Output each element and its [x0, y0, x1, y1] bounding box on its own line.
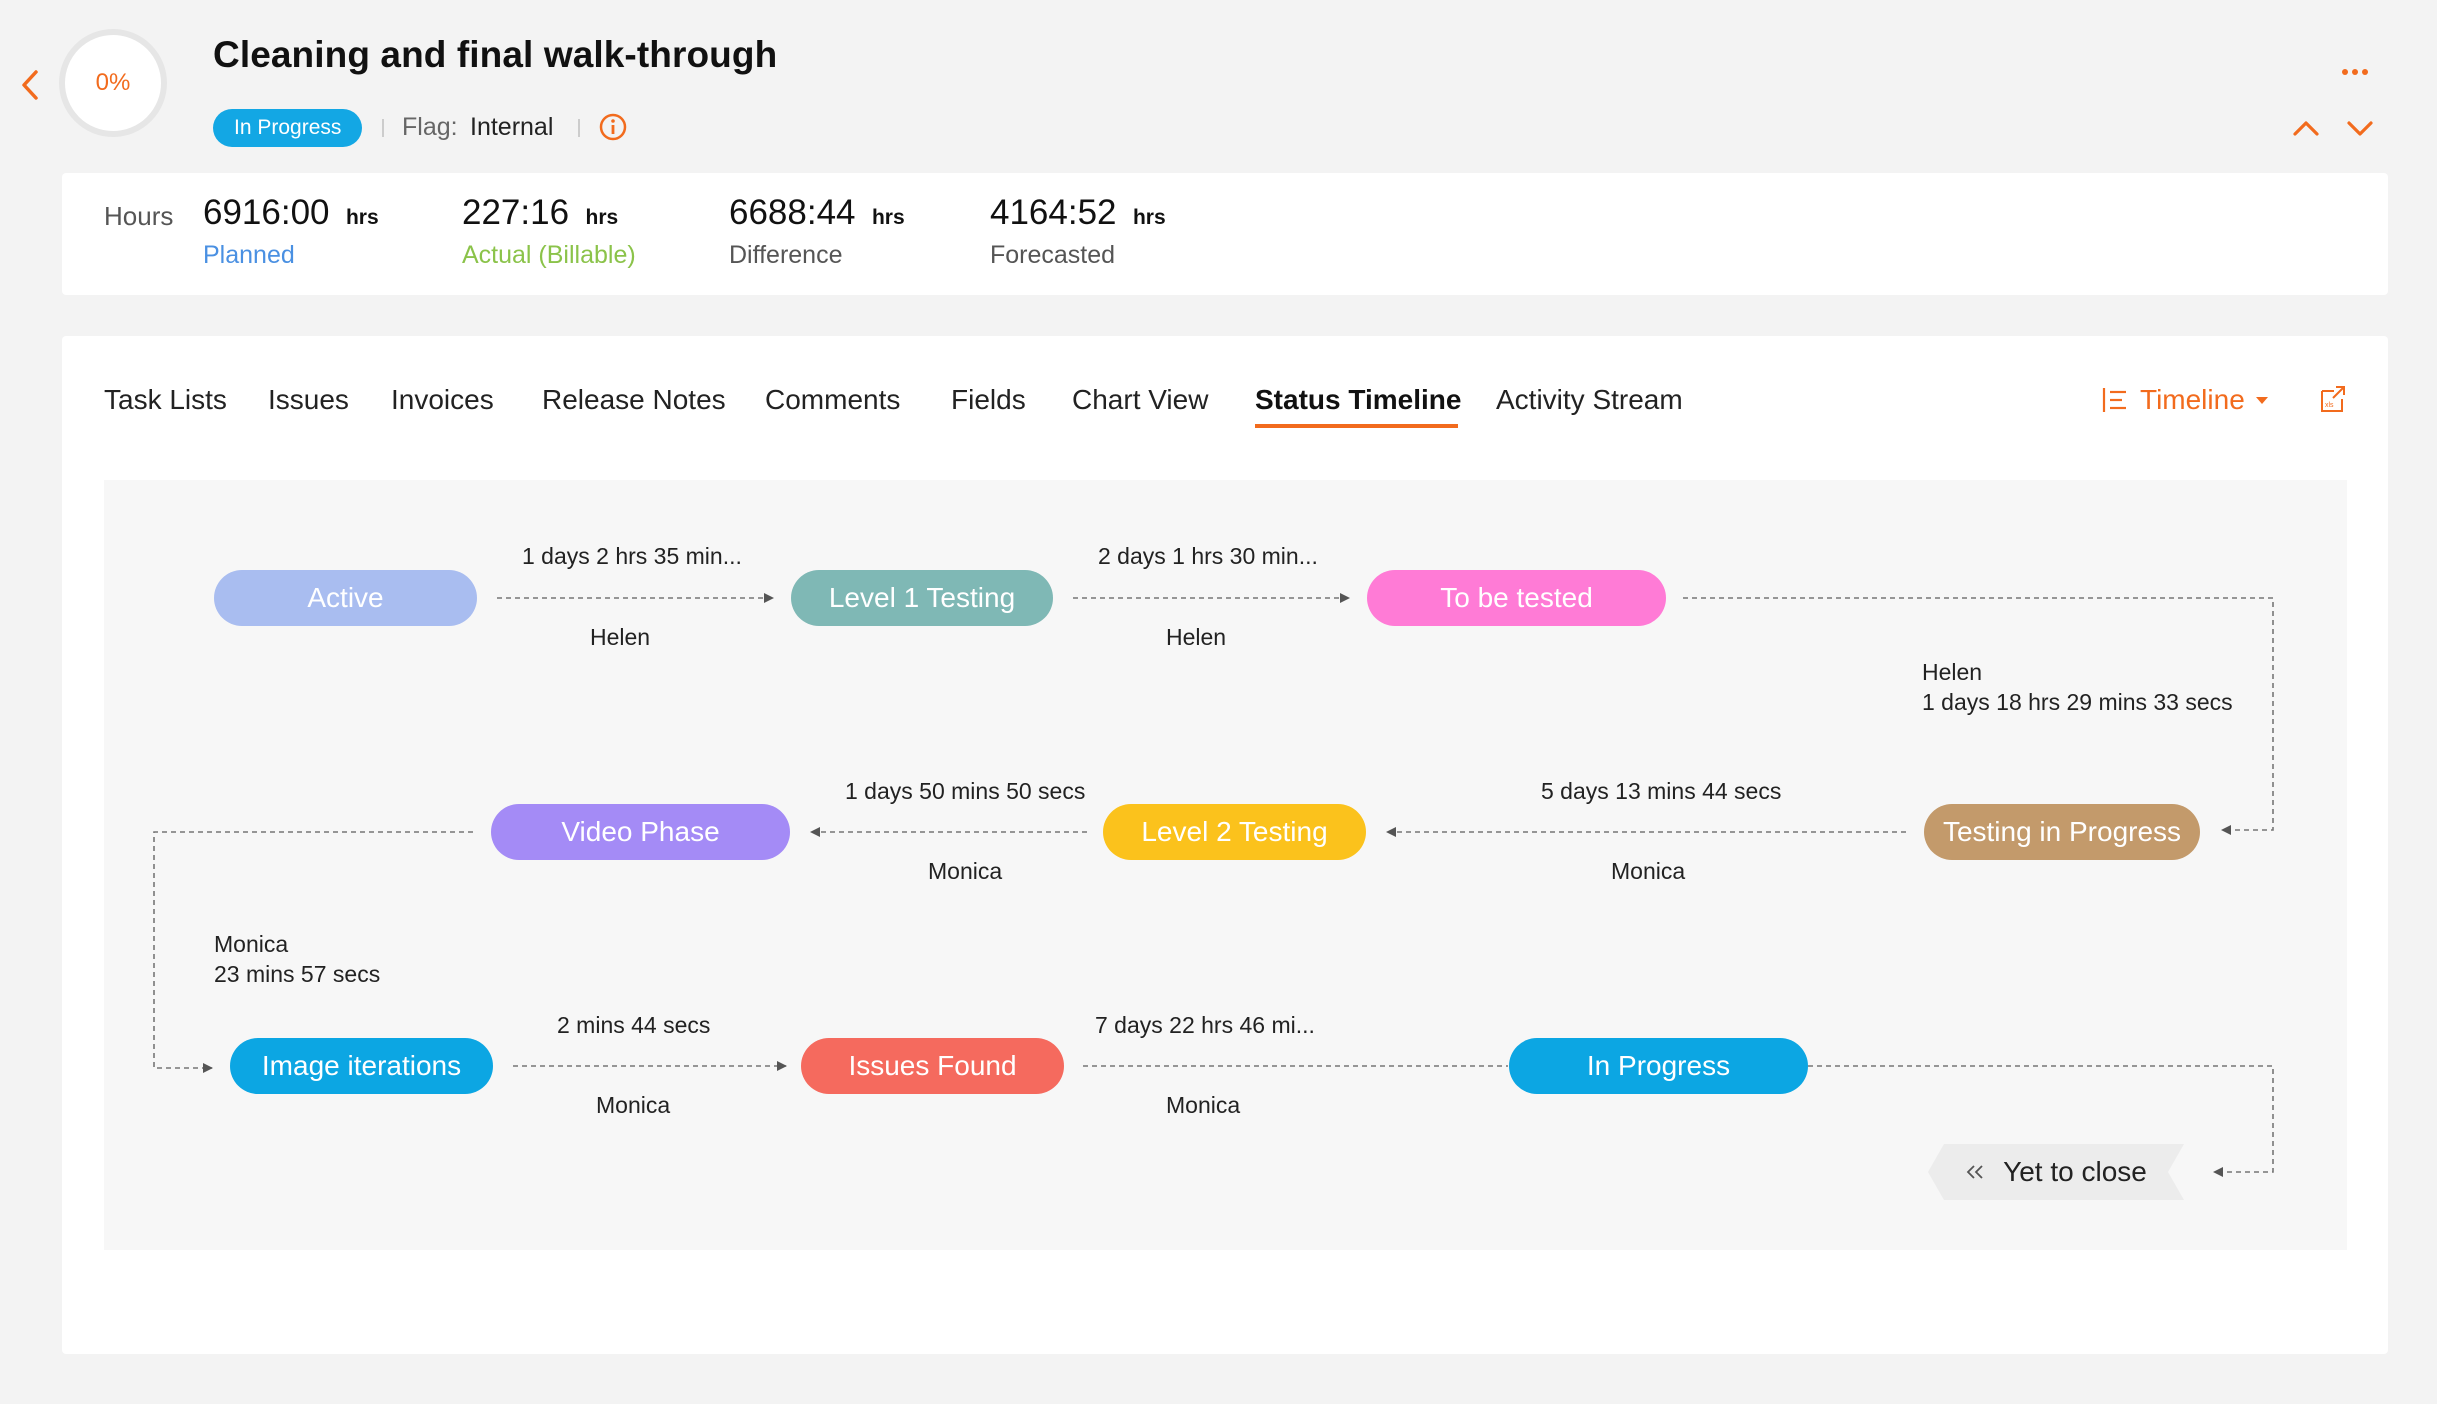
divider	[578, 119, 580, 137]
hours-unit: hrs	[1132, 206, 1166, 229]
transition-duration: 1 days 50 mins 50 secs	[845, 778, 1086, 804]
progress-ring: 0%	[59, 29, 167, 137]
transition-duration: 23 mins 57 secs	[214, 961, 381, 987]
hours-caption: Planned	[203, 241, 295, 269]
tab-fields[interactable]: Fields	[951, 384, 1026, 415]
tab-chart-view[interactable]: Chart View	[1072, 384, 1209, 415]
transition-user: Monica	[1166, 1092, 1241, 1118]
transition-user: Monica	[596, 1092, 671, 1118]
transition-duration: 7 days 22 hrs 46 mi...	[1095, 1012, 1315, 1038]
flag-label: Flag:	[402, 113, 458, 141]
status-node-in-progress[interactable]: In Progress	[1509, 1038, 1808, 1094]
timeline-list-icon	[2102, 388, 2126, 412]
hours-value: 4164:52	[990, 193, 1117, 232]
tab-activity-stream[interactable]: Activity Stream	[1496, 384, 1683, 415]
info-icon[interactable]	[598, 112, 628, 142]
transition-user: Monica	[214, 931, 289, 957]
yet-to-close-chip: Yet to close	[1928, 1144, 2184, 1200]
hours-unit: hrs	[345, 206, 379, 229]
status-node-active[interactable]: Active	[214, 570, 477, 626]
transition-duration: 2 mins 44 secs	[557, 1012, 711, 1038]
transition-user: Helen	[590, 624, 651, 650]
hours-difference: 6688:44 hrs Difference	[729, 193, 905, 270]
tab-invoices[interactable]: Invoices	[391, 384, 494, 415]
status-node-level-2-testing[interactable]: Level 2 Testing	[1103, 804, 1366, 860]
transition-user: Helen	[1922, 659, 1983, 685]
transition-duration: 2 days 1 hrs 30 min...	[1098, 543, 1318, 569]
transition-user: Monica	[928, 858, 1003, 884]
hours-unit: hrs	[585, 206, 619, 229]
transition-duration: 1 days 2 hrs 35 min...	[522, 543, 742, 569]
hours-value: 6688:44	[729, 193, 856, 232]
tab-task-lists[interactable]: Task Lists	[104, 384, 227, 415]
yet-to-close-label: Yet to close	[2003, 1156, 2147, 1187]
hours-unit: hrs	[871, 206, 905, 229]
hours-planned: 6916:00 hrs Planned	[203, 193, 379, 270]
status-node-image-iterations[interactable]: Image iterations	[230, 1038, 493, 1094]
status-node-to-be-tested[interactable]: To be tested	[1367, 570, 1666, 626]
status-node-issues-found[interactable]: Issues Found	[801, 1038, 1064, 1094]
status-node-testing-in-progress[interactable]: Testing in Progress	[1924, 804, 2200, 860]
export-xls-icon[interactable]: xls	[2316, 383, 2348, 415]
progress-percent: 0%	[95, 69, 131, 96]
hours-label: Hours	[104, 201, 174, 231]
more-options-icon[interactable]	[2340, 62, 2370, 82]
hours-card	[62, 173, 2388, 295]
tab-status-timeline[interactable]: Status Timeline	[1255, 384, 1462, 415]
transition-duration: 5 days 13 mins 44 secs	[1541, 778, 1782, 804]
status-node-video-phase[interactable]: Video Phase	[491, 804, 790, 860]
flag-value[interactable]: Internal	[470, 113, 554, 141]
svg-text:xls: xls	[2325, 402, 2334, 409]
page-title: Cleaning and final walk-through	[213, 34, 778, 75]
divider	[382, 119, 384, 137]
hours-value: 6916:00	[203, 193, 330, 232]
hours-caption: Actual (Billable)	[462, 241, 636, 269]
status-node-level-1-testing[interactable]: Level 1 Testing	[791, 570, 1053, 626]
tab-release-notes[interactable]: Release Notes	[542, 384, 726, 415]
transition-user: Helen	[1166, 624, 1227, 650]
view-selector-label: Timeline	[2140, 384, 2245, 415]
hours-caption: Difference	[729, 241, 843, 269]
tab-comments[interactable]: Comments	[765, 384, 901, 415]
hours-caption: Forecasted	[990, 241, 1116, 269]
hours-value: 227:16	[462, 193, 570, 232]
chevron-up-icon[interactable]	[2290, 114, 2322, 142]
active-tab-indicator	[1255, 424, 1458, 428]
transition-user: Monica	[1611, 858, 1686, 884]
caret-down-icon	[2255, 397, 2268, 404]
chevron-down-icon[interactable]	[2344, 114, 2376, 142]
status-timeline-canvas	[104, 480, 2347, 1250]
back-icon[interactable]	[10, 62, 50, 108]
double-chevron-left-icon	[1965, 1163, 1985, 1181]
hours-actual: 227:16 hrs Actual (Billable)	[462, 193, 636, 270]
tab-issues[interactable]: Issues	[268, 384, 349, 415]
view-selector[interactable]: Timeline	[2100, 382, 2269, 418]
status-badge[interactable]: In Progress	[213, 109, 363, 147]
transition-duration: 1 days 18 hrs 29 mins 33 secs	[1922, 689, 2233, 715]
hours-forecasted: 4164:52 hrs Forecasted	[990, 193, 1166, 270]
